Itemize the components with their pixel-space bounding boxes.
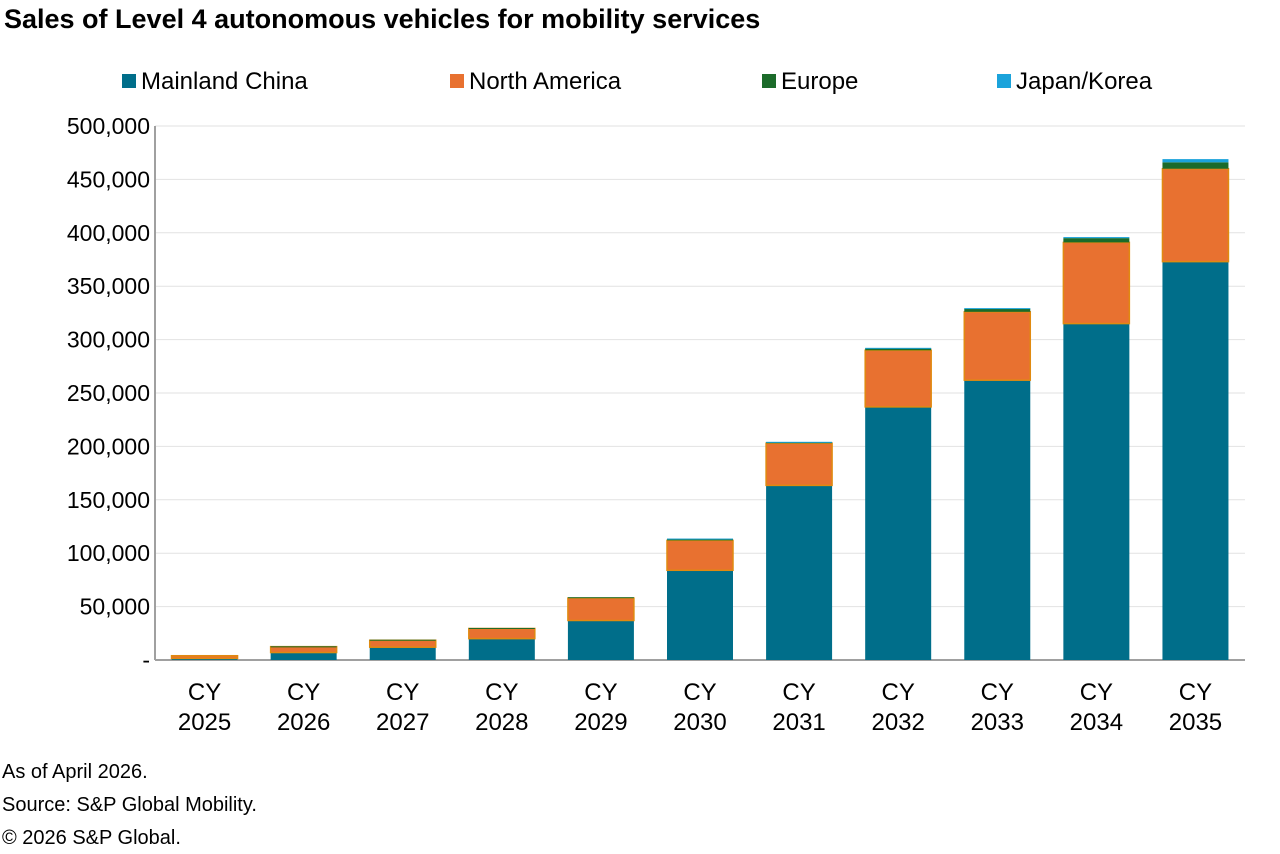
legend-label: Mainland China bbox=[141, 68, 308, 95]
bar-mainland-china-2033 bbox=[964, 380, 1031, 660]
chart-title: Sales of Level 4 autonomous vehicles for… bbox=[4, 4, 761, 34]
x-tick-label: 2027 bbox=[376, 709, 429, 736]
bar-mainland-china-2025 bbox=[171, 658, 238, 660]
x-tick-label: CY bbox=[287, 679, 320, 706]
bar-north-america-2025 bbox=[170, 654, 239, 660]
y-tick-label: - bbox=[142, 647, 150, 673]
x-tick-label: 2030 bbox=[673, 709, 726, 736]
y-tick-label: 200,000 bbox=[67, 433, 150, 459]
bar-europe-2030 bbox=[667, 538, 733, 541]
y-tick-label: 250,000 bbox=[67, 380, 150, 406]
legend-swatch bbox=[122, 74, 136, 88]
x-tick-label: 2025 bbox=[178, 709, 231, 736]
bar-mainland-china-2034 bbox=[1063, 323, 1130, 660]
x-tick-label: 2026 bbox=[277, 709, 330, 736]
x-tick-label: 2035 bbox=[1169, 709, 1222, 736]
legend-swatch bbox=[450, 74, 464, 88]
bar-mainland-china-2028 bbox=[468, 638, 535, 660]
footnote-date: As of April 2026. bbox=[2, 761, 148, 783]
bar-north-america-2033 bbox=[963, 311, 1032, 381]
y-tick-label: 500,000 bbox=[67, 113, 150, 139]
y-tick-label: 300,000 bbox=[67, 327, 150, 353]
bar-north-america-2029 bbox=[567, 597, 635, 622]
bar-europe-2032 bbox=[865, 348, 932, 351]
x-tick-label: 2028 bbox=[475, 709, 528, 736]
x-tick-label: CY bbox=[485, 679, 518, 706]
legend-label: Europe bbox=[781, 68, 858, 95]
bar-japan-korea-2030 bbox=[667, 538, 733, 540]
bar-north-america-2032 bbox=[864, 349, 932, 408]
bar-europe-2035 bbox=[1162, 162, 1229, 169]
bar-japan-korea-2033 bbox=[964, 308, 1031, 310]
bar-mainland-china-2035 bbox=[1162, 261, 1229, 660]
bar-europe-2028 bbox=[468, 627, 535, 629]
y-tick-label: 150,000 bbox=[67, 487, 150, 513]
bar-europe-2034 bbox=[1063, 238, 1130, 243]
bar-north-america-2035 bbox=[1161, 167, 1230, 263]
y-tick-label: 350,000 bbox=[67, 273, 150, 299]
footnote-source: Source: S&P Global Mobility. bbox=[2, 794, 257, 816]
bar-north-america-2034 bbox=[1062, 241, 1131, 325]
x-tick-label: CY bbox=[1179, 679, 1212, 706]
bar-mainland-china-2032 bbox=[865, 406, 932, 660]
y-tick-label: 50,000 bbox=[80, 594, 150, 620]
legend-swatch bbox=[762, 74, 776, 88]
footnote-copyright: © 2026 S&P Global. bbox=[2, 827, 181, 849]
bar-mainland-china-2029 bbox=[567, 620, 634, 660]
bar-mainland-china-2031 bbox=[766, 485, 833, 660]
y-tick-label: 450,000 bbox=[67, 166, 150, 192]
legend-label: Japan/Korea bbox=[1016, 68, 1153, 95]
bar-europe-2033 bbox=[964, 308, 1031, 312]
x-tick-label: 2031 bbox=[772, 709, 825, 736]
bar-north-america-2028 bbox=[468, 627, 536, 640]
legend-label: North America bbox=[469, 68, 622, 95]
x-tick-label: 2032 bbox=[871, 709, 924, 736]
bar-japan-korea-2035 bbox=[1162, 159, 1229, 163]
x-tick-label: CY bbox=[683, 679, 716, 706]
x-tick-label: CY bbox=[584, 679, 617, 706]
y-tick-label: 100,000 bbox=[67, 540, 150, 566]
bar-north-america-2030 bbox=[666, 539, 734, 572]
bar-japan-korea-2031 bbox=[766, 441, 833, 443]
bar-north-america-2027 bbox=[368, 639, 437, 648]
bar-mainland-china-2030 bbox=[667, 570, 733, 660]
x-tick-label: 2029 bbox=[574, 709, 627, 736]
bar-north-america-2026 bbox=[269, 645, 338, 654]
legend-swatch bbox=[997, 74, 1011, 88]
bar-europe-2029 bbox=[567, 597, 634, 599]
x-tick-label: CY bbox=[1080, 679, 1113, 706]
bar-mainland-china-2027 bbox=[369, 647, 436, 660]
x-tick-label: 2033 bbox=[971, 709, 1024, 736]
bar-europe-2027 bbox=[369, 639, 436, 641]
x-tick-label: 2034 bbox=[1070, 709, 1123, 736]
x-tick-label: CY bbox=[386, 679, 419, 706]
bar-mainland-china-2026 bbox=[270, 652, 337, 660]
x-tick-label: CY bbox=[981, 679, 1014, 706]
bar-north-america-2031 bbox=[765, 442, 833, 487]
bar-japan-korea-2032 bbox=[865, 347, 932, 349]
x-tick-label: CY bbox=[782, 679, 815, 706]
x-tick-label: CY bbox=[882, 679, 915, 706]
y-tick-label: 400,000 bbox=[67, 220, 150, 246]
bar-japan-korea-2034 bbox=[1063, 237, 1130, 239]
bar-europe-2026 bbox=[270, 646, 337, 648]
x-tick-label: CY bbox=[188, 679, 221, 706]
